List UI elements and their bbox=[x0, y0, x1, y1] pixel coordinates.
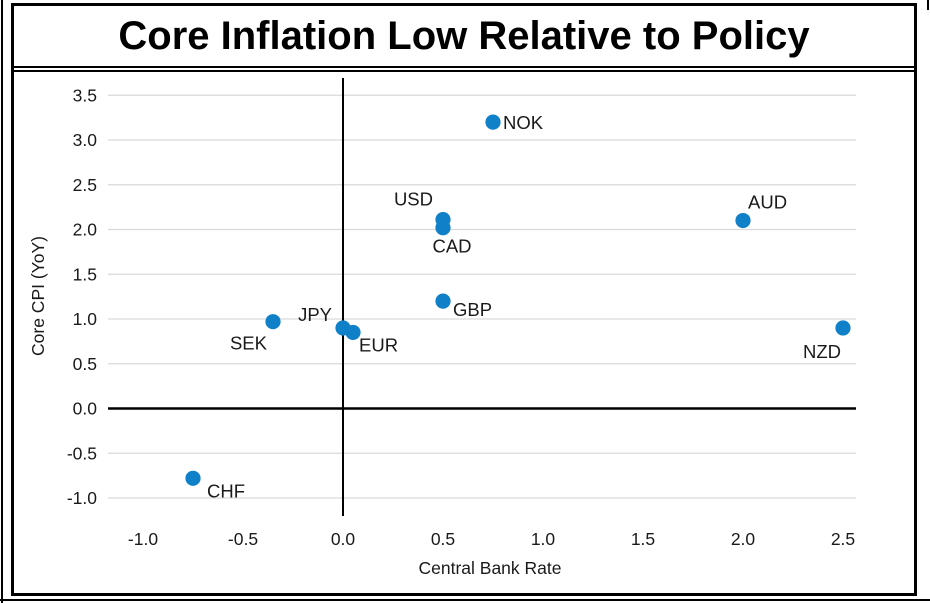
point-label-chf: CHF bbox=[207, 480, 245, 501]
x-tick-label: 0.5 bbox=[431, 529, 455, 549]
x-tick-label: 0.0 bbox=[331, 529, 356, 549]
chart-panel: Core Inflation Low Relative to Policy bbox=[11, 3, 917, 596]
y-tick-label: 0.5 bbox=[73, 354, 97, 374]
x-tick-label: 2.0 bbox=[731, 529, 756, 549]
outer-table-right-edge-line bbox=[927, 0, 929, 10]
data-point-sek bbox=[265, 314, 281, 330]
y-tick-label: -0.5 bbox=[67, 443, 97, 463]
data-point-usd bbox=[435, 212, 451, 228]
x-tick-label: -1.0 bbox=[128, 529, 158, 549]
data-point-nok bbox=[485, 114, 501, 130]
point-label-aud: AUD bbox=[748, 192, 787, 213]
x-tick-label: 1.5 bbox=[631, 529, 655, 549]
y-tick-label: -1.0 bbox=[67, 488, 97, 508]
y-tick-label: 1.5 bbox=[73, 264, 97, 284]
x-tick-label: 1.0 bbox=[531, 529, 556, 549]
y-tick-label: 0.0 bbox=[73, 399, 98, 419]
x-axis-label: Central Bank Rate bbox=[419, 558, 562, 578]
data-point-aud bbox=[735, 212, 751, 229]
data-point-chf bbox=[185, 470, 201, 486]
point-label-jpy: JPY bbox=[298, 304, 332, 325]
point-label-cad: CAD bbox=[432, 236, 471, 257]
y-tick-label: 3.0 bbox=[73, 130, 98, 150]
point-label-sek: SEK bbox=[230, 333, 268, 354]
point-label-eur: EUR bbox=[359, 334, 398, 355]
point-label-usd: USD bbox=[394, 189, 433, 210]
chart-title: Core Inflation Low Relative to Policy bbox=[118, 13, 810, 58]
point-label-nok: NOK bbox=[503, 112, 544, 133]
x-tick-label: -0.5 bbox=[228, 529, 258, 549]
y-axis-label: Core CPI (YoY) bbox=[28, 236, 48, 356]
title-separator-line bbox=[14, 70, 914, 72]
outer-table-bottom-line bbox=[0, 599, 930, 601]
point-label-nzd: NZD bbox=[803, 341, 841, 362]
y-tick-label: 3.5 bbox=[73, 85, 97, 105]
data-point-gbp bbox=[435, 293, 451, 309]
point-label-gbp: GBP bbox=[453, 299, 492, 320]
data-point-nzd bbox=[835, 320, 851, 336]
outer-table-left-edge-line bbox=[1, 0, 3, 603]
x-tick-label: 2.5 bbox=[831, 529, 855, 549]
data-point-eur bbox=[345, 324, 361, 341]
y-tick-label: 2.5 bbox=[73, 175, 97, 195]
y-tick-label: 1.0 bbox=[73, 309, 98, 329]
y-tick-label: 2.0 bbox=[73, 220, 98, 240]
chart-title-row: Core Inflation Low Relative to Policy bbox=[14, 6, 914, 68]
